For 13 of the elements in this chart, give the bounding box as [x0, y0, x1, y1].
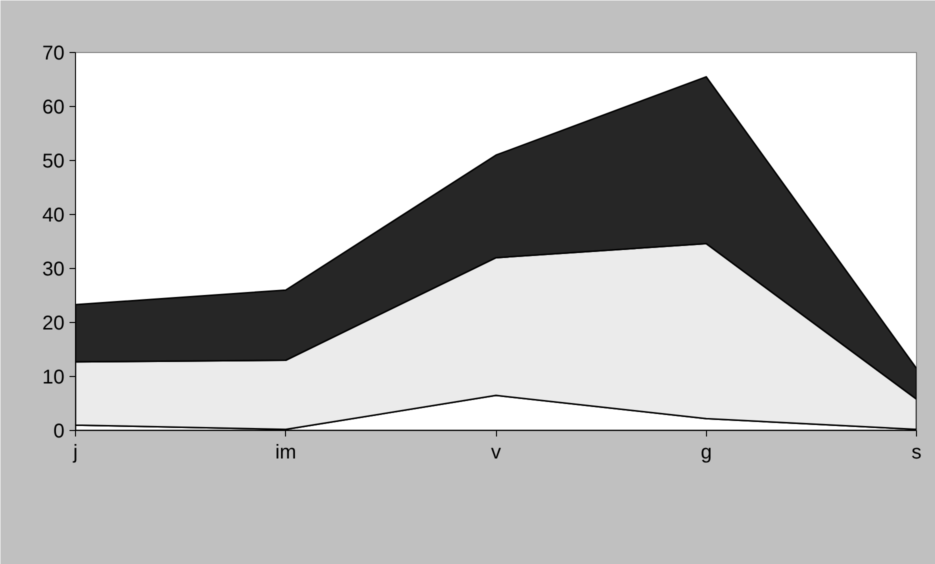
x-tick-label: j — [72, 442, 78, 464]
y-tick-label: 30 — [42, 258, 65, 280]
x-tick-label: im — [275, 442, 296, 464]
y-tick-label: 20 — [42, 312, 65, 334]
x-tick-label: v — [491, 442, 501, 464]
y-tick-label: 50 — [42, 150, 65, 172]
y-tick-label: 0 — [53, 420, 64, 442]
y-tick-label: 60 — [42, 96, 65, 118]
y-tick-label: 40 — [42, 204, 65, 226]
y-tick-label: 10 — [42, 366, 65, 388]
y-tick-label: 70 — [42, 42, 65, 64]
x-tick-label: g — [700, 442, 712, 464]
x-tick-label: s — [912, 442, 922, 464]
